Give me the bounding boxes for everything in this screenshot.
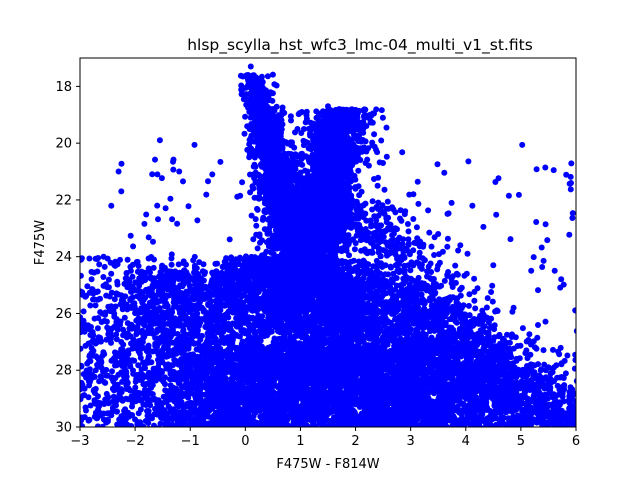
- scatter-point: [327, 267, 334, 274]
- scatter-point: [248, 253, 255, 260]
- scatter-point: [564, 352, 571, 359]
- scatter-point: [526, 331, 533, 338]
- scatter-point: [274, 262, 281, 269]
- scatter-point: [319, 327, 326, 334]
- scatter-point: [535, 322, 541, 328]
- scatter-point: [397, 335, 404, 342]
- scatter-point: [542, 318, 549, 325]
- scatter-point: [561, 382, 568, 389]
- scatter-point: [297, 314, 304, 321]
- scatter-point: [471, 297, 478, 304]
- plot-points: [80, 63, 576, 427]
- scatter-point: [237, 256, 244, 262]
- scatter-point: [390, 337, 397, 344]
- scatter-point: [556, 351, 563, 358]
- scatter-point: [219, 263, 226, 270]
- scatter-point: [550, 346, 556, 353]
- chart-title: hlsp_scylla_hst_wfc3_lmc-04_multi_v1_st.…: [187, 36, 533, 55]
- scatter-point: [214, 260, 221, 267]
- scatter-point: [338, 288, 345, 295]
- scatter-point: [318, 290, 325, 297]
- scatter-point: [346, 269, 353, 276]
- scatter-point: [320, 315, 327, 322]
- scatter-point: [540, 347, 547, 354]
- scatter-point: [557, 344, 564, 351]
- scatter-point: [370, 340, 377, 347]
- scatter-point: [375, 288, 381, 295]
- scatter-point: [524, 355, 531, 362]
- scatter-point: [534, 334, 541, 341]
- scatter-point: [390, 330, 397, 337]
- scatter-point: [329, 332, 336, 339]
- scatter-point: [440, 334, 447, 341]
- scatter-point: [572, 357, 576, 363]
- scatter-point: [378, 294, 385, 301]
- scatter-point: [378, 315, 384, 322]
- scatter-point: [558, 360, 565, 367]
- scatter-point: [556, 386, 563, 393]
- scatter-point: [562, 370, 569, 377]
- scatter-point: [572, 351, 576, 358]
- scatter-point: [364, 332, 371, 339]
- scatter-point: [362, 315, 369, 322]
- scatter-point: [535, 361, 542, 368]
- scatter-point: [240, 262, 246, 269]
- scatter-point: [519, 325, 526, 332]
- scatter-point: [377, 325, 384, 332]
- scatter-point: [375, 330, 381, 337]
